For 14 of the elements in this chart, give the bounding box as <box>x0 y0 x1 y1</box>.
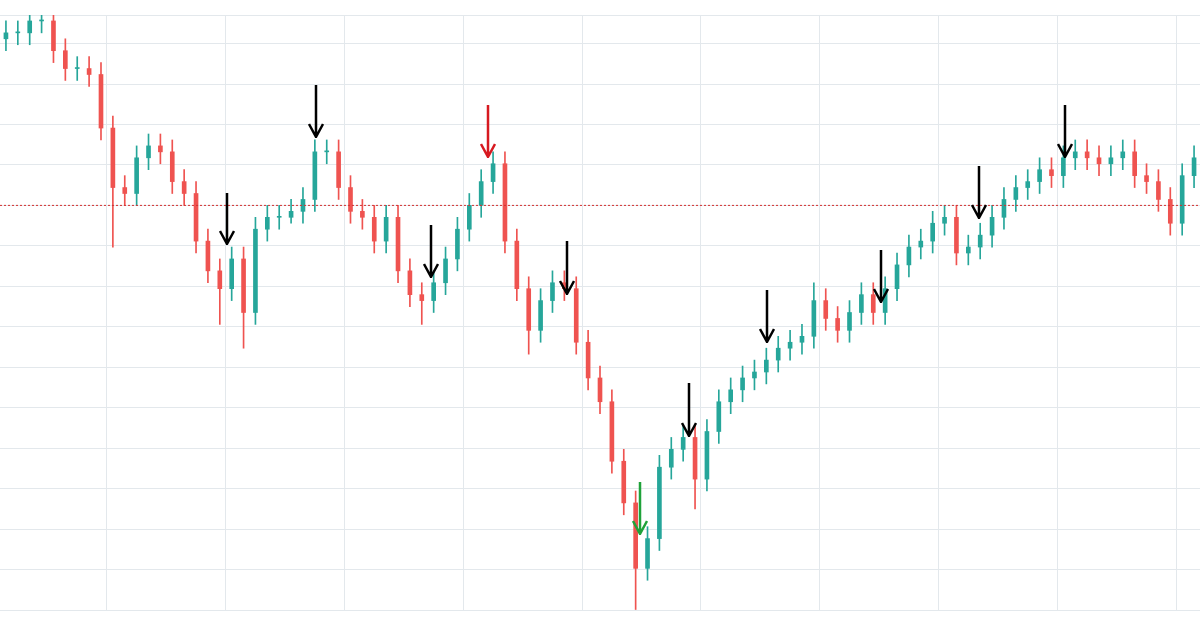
candlestick <box>787 330 793 361</box>
candlestick <box>965 234 971 266</box>
candlestick <box>1096 145 1102 176</box>
candlestick <box>1025 169 1031 200</box>
candlestick <box>1120 139 1126 171</box>
candlestick <box>918 228 924 260</box>
candlestick <box>799 324 805 355</box>
candlestick <box>74 56 80 81</box>
candlestick <box>276 205 282 230</box>
candlestick <box>419 282 425 325</box>
candlestick <box>122 175 128 206</box>
candlestick <box>1072 139 1078 171</box>
candlestick <box>1108 145 1114 176</box>
candlestick <box>86 56 92 87</box>
